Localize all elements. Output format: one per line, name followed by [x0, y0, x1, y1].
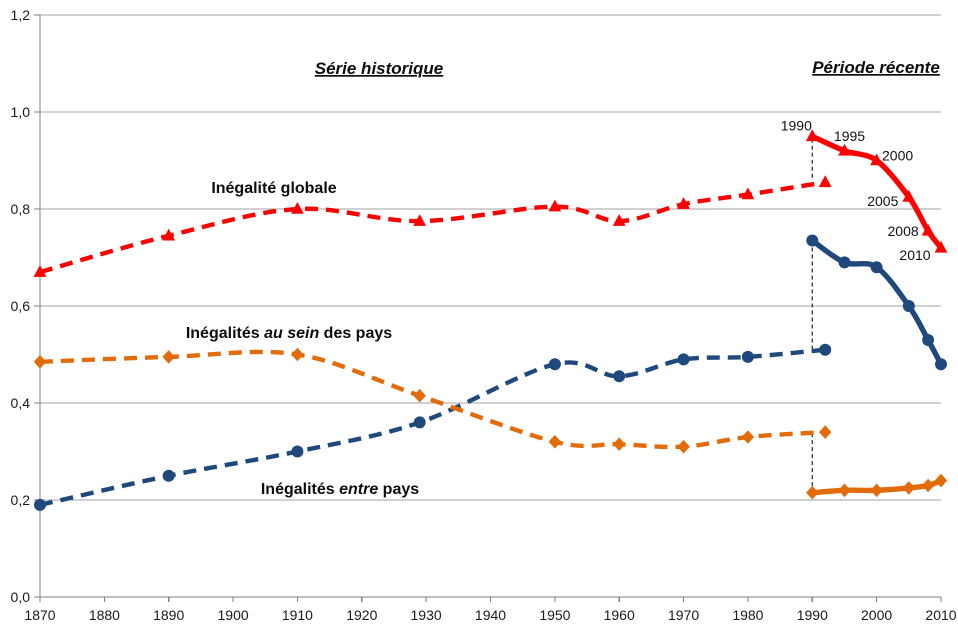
series-au-sein-historique: [33, 347, 832, 454]
marker-triangle: [902, 189, 916, 202]
series-globale-recente: [805, 129, 948, 253]
x-tick-label: 1950: [539, 607, 570, 623]
marker-triangle: [934, 240, 948, 253]
series-entre-pays-historique: [34, 343, 832, 511]
marker-triangle: [805, 129, 819, 142]
marker-triangle: [612, 214, 626, 226]
marker-triangle: [818, 175, 832, 188]
marker-diamond: [806, 485, 819, 500]
x-tick-label: 1870: [24, 607, 55, 623]
marker-circle: [902, 300, 915, 312]
x-tick-label: 1890: [153, 607, 184, 623]
marker-diamond: [870, 483, 883, 498]
y-tick-labels: 0,0 0,2 0,4 0,6 0,8 1,0 1,2: [11, 7, 31, 605]
point-label-1995: 1995: [834, 128, 865, 144]
marker-circle: [162, 469, 175, 482]
marker-circle: [922, 334, 935, 346]
marker-triangle: [33, 265, 47, 277]
x-tick-label: 1990: [797, 607, 828, 623]
marker-diamond: [741, 430, 755, 444]
marker-diamond: [548, 435, 562, 449]
marker-circle: [741, 350, 754, 363]
y-tick-label: 1,2: [11, 7, 31, 23]
marker-diamond: [677, 439, 690, 454]
point-label-2010: 2010: [899, 247, 930, 263]
marker-diamond: [162, 350, 175, 364]
marker-circle: [548, 358, 561, 371]
marker-circle: [806, 234, 819, 247]
axes: [34, 14, 942, 602]
series-labels: Inégalité globale Inégalités au sein des …: [186, 180, 419, 498]
x-tick-label: 2010: [925, 607, 956, 623]
marker-diamond: [413, 388, 426, 403]
marker-circle: [613, 370, 626, 383]
x-tick-label: 1940: [475, 607, 506, 623]
label-inegalites-entre: Inégalités entre pays: [261, 481, 419, 498]
marker-circle: [34, 498, 46, 511]
x-tick-label: 1970: [668, 607, 699, 623]
marker-diamond: [902, 481, 915, 495]
marker-triangle: [548, 199, 562, 212]
x-tick-label: 1960: [604, 607, 635, 623]
marker-circle: [677, 353, 690, 366]
marker-circle: [870, 261, 883, 274]
x-tick-label: 1880: [89, 607, 120, 623]
marker-circle: [838, 256, 851, 269]
series-entre-pays-recente: [806, 234, 947, 371]
marker-triangle: [413, 214, 427, 226]
marker-diamond: [934, 473, 948, 488]
marker-diamond: [613, 437, 626, 451]
y-tick-label: 0,2: [11, 492, 31, 508]
x-tick-label: 1980: [732, 607, 763, 623]
point-label-2000: 2000: [882, 148, 913, 164]
marker-circle: [935, 358, 947, 371]
marker-triangle: [838, 143, 851, 156]
marker-triangle: [741, 187, 755, 200]
series-line-entre-pays-historique: [39, 347, 826, 508]
marker-triangle: [921, 223, 935, 236]
point-label-1990: 1990: [781, 117, 812, 133]
marker-triangle: [870, 153, 883, 166]
y-tick-label: 0,6: [11, 298, 31, 314]
marker-circle: [291, 445, 304, 458]
serie-historique-header: Série historique: [315, 59, 443, 78]
series-au-sein-recente: [806, 473, 948, 500]
x-tick-label: 1900: [218, 607, 249, 623]
y-tick-label: 0,0: [11, 589, 31, 605]
section-headers: Série historique Période récente: [315, 58, 940, 78]
y-tick-label: 1,0: [11, 104, 31, 120]
series-line-au-sein-historique: [39, 349, 826, 450]
x-tick-labels: 1870 1880 1890 1900 1910 1920 1930 1940 1950 1960…: [24, 607, 956, 623]
marker-circle: [819, 343, 832, 356]
series-globale-historique: [33, 175, 832, 277]
marker-diamond: [819, 425, 832, 439]
marker-diamond: [921, 478, 935, 493]
marker-diamond: [838, 483, 851, 498]
series-line-globale-historique: [39, 180, 826, 275]
x-tick-label: 2000: [861, 607, 892, 623]
point-label-2008: 2008: [888, 223, 919, 239]
label-inegalites-au-sein: Inégalités au sein des pays: [186, 325, 392, 342]
point-label-2005: 2005: [867, 193, 898, 209]
marker-triangle: [162, 228, 176, 241]
y-gridlines: [40, 14, 941, 501]
marker-triangle: [291, 202, 304, 214]
label-inegalite-globale: Inégalité globale: [211, 180, 336, 197]
x-tick-label: 1920: [346, 607, 377, 623]
marker-diamond: [291, 347, 304, 362]
x-tick-label: 1930: [411, 607, 442, 623]
marker-circle: [413, 416, 426, 429]
point-year-labels: 1990 1995 2000 2005 2008 2010: [781, 117, 931, 262]
y-tick-label: 0,8: [11, 201, 31, 217]
marker-triangle: [677, 197, 690, 209]
marker-diamond: [33, 355, 47, 369]
periode-recente-header: Période récente: [812, 58, 940, 77]
x-tick-label: 1910: [282, 607, 313, 623]
y-tick-label: 0,4: [11, 395, 31, 411]
